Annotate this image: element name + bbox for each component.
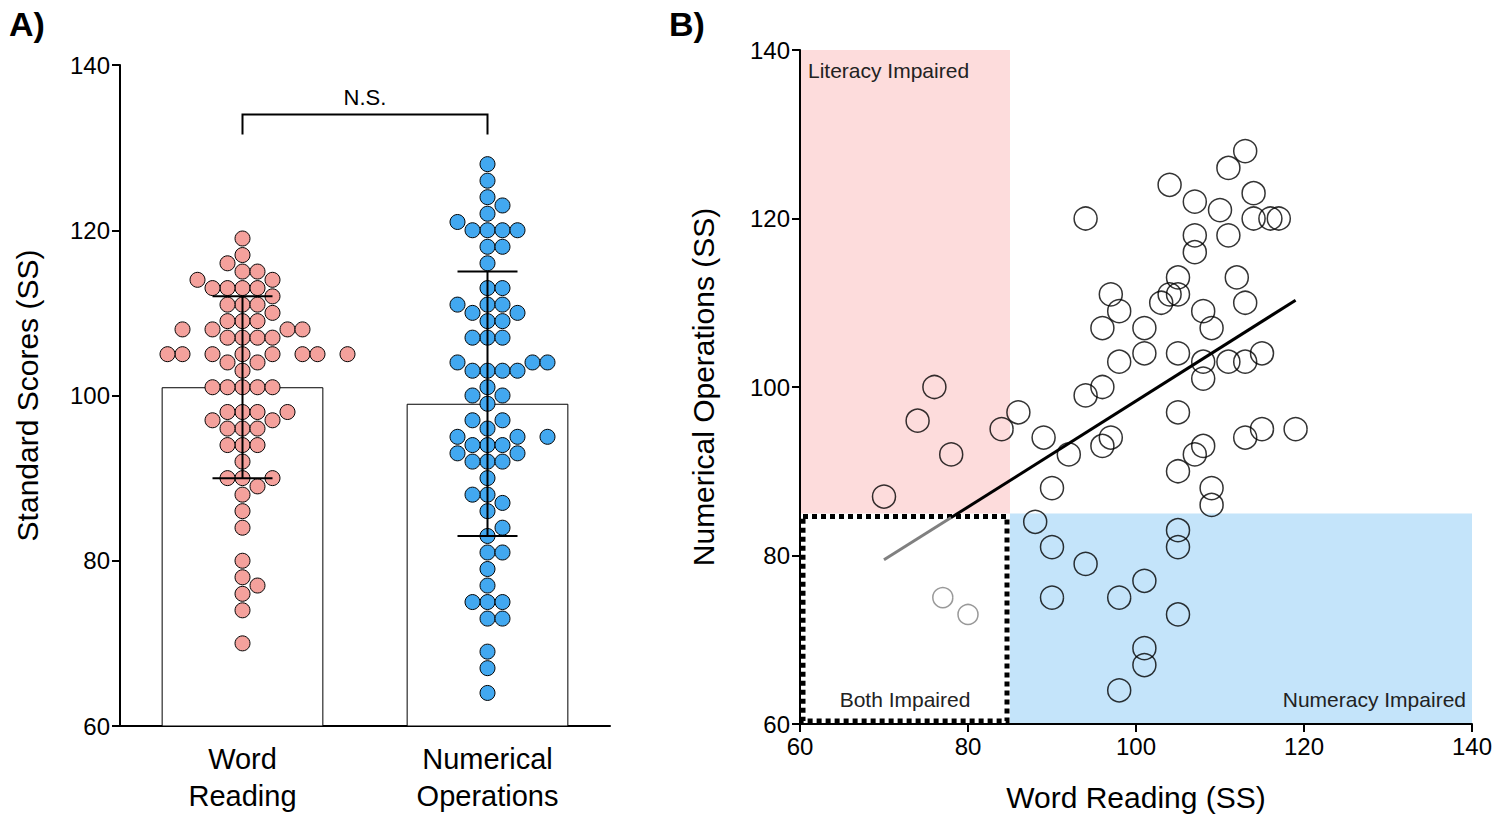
svg-text:80: 80 (83, 547, 110, 574)
svg-text:100: 100 (70, 382, 110, 409)
svg-text:120: 120 (70, 217, 110, 244)
svg-text:60: 60 (763, 710, 790, 738)
svg-text:60: 60 (787, 733, 814, 760)
svg-text:Numeracy Impaired: Numeracy Impaired (1283, 688, 1466, 711)
svg-text:120: 120 (1284, 733, 1324, 760)
svg-text:B): B) (669, 5, 705, 43)
svg-text:100: 100 (750, 374, 790, 401)
svg-text:Numerical Operations (SS): Numerical Operations (SS) (687, 208, 720, 566)
svg-text:N.S.: N.S. (344, 85, 387, 110)
svg-text:Operations: Operations (417, 780, 559, 812)
svg-text:Both Impaired: Both Impaired (840, 688, 971, 711)
svg-text:Standard Scores (SS): Standard Scores (SS) (11, 250, 44, 542)
svg-text:Numerical: Numerical (422, 743, 553, 775)
svg-text:140: 140 (1452, 733, 1492, 760)
svg-text:140: 140 (70, 52, 110, 79)
svg-text:140: 140 (750, 37, 790, 64)
svg-text:Literacy Impaired: Literacy Impaired (808, 59, 969, 82)
svg-text:80: 80 (955, 733, 982, 760)
svg-text:80: 80 (763, 542, 790, 569)
svg-text:60: 60 (83, 713, 110, 740)
svg-text:A): A) (9, 5, 45, 43)
svg-text:Word: Word (208, 743, 277, 775)
svg-text:Reading: Reading (188, 780, 296, 812)
svg-text:100: 100 (1116, 733, 1156, 760)
svg-text:120: 120 (750, 205, 790, 232)
svg-text:Word Reading (SS): Word Reading (SS) (1006, 781, 1266, 814)
